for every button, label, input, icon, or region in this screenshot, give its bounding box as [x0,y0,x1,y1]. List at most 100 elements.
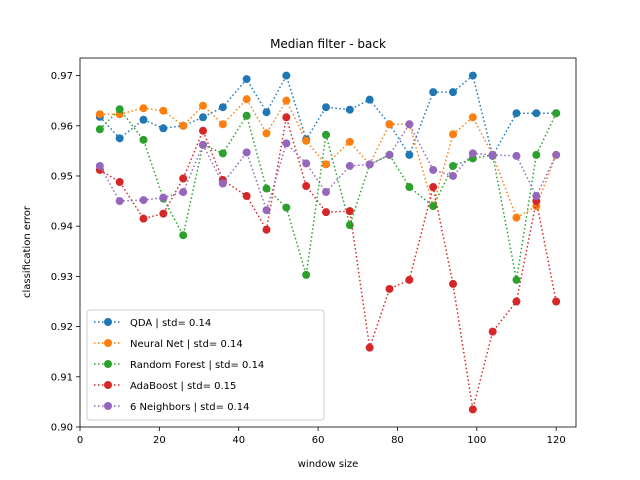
data-point-s3-15 [405,275,414,284]
x-tick-label-4: 80 [391,435,404,446]
data-point-s3-8 [262,225,271,234]
y-tick-label-5: 0.95 [51,171,73,182]
y-tick-label-3: 0.93 [51,272,73,283]
data-point-s4-1 [115,197,124,206]
data-point-s3-20 [512,297,521,306]
data-point-s3-16 [429,183,438,192]
data-point-s3-13 [365,343,374,352]
data-point-s0-17 [448,88,457,97]
series-line-3 [99,117,557,410]
data-point-s3-7 [242,192,251,201]
data-point-s0-5 [199,113,208,122]
data-point-s4-8 [262,206,271,215]
data-point-s0-16 [429,88,438,97]
legend-marker-0 [104,318,112,326]
data-point-s4-21 [532,192,541,201]
legend-marker-4 [104,402,112,410]
data-point-s2-16 [429,202,438,211]
data-point-s4-14 [385,150,394,159]
data-point-s1-5 [199,101,208,110]
chart-title: Median filter - back [270,37,386,51]
data-point-s4-2 [139,196,148,205]
data-point-s2-7 [242,111,251,120]
data-point-s1-10 [302,136,311,145]
data-point-s4-22 [552,150,561,159]
data-point-s2-6 [218,149,227,158]
data-point-s4-7 [242,148,251,157]
series-line-2 [99,108,557,281]
data-point-s1-3 [159,106,168,115]
data-point-s3-5 [199,126,208,135]
data-point-s0-7 [242,75,251,84]
legend-label-0: QDA | std= 0.14 [130,318,211,329]
data-point-s1-17 [448,130,457,139]
data-point-s3-4 [179,174,188,183]
data-point-s3-19 [488,327,497,336]
data-point-s0-15 [405,150,414,159]
y-tick-label-1: 0.91 [51,372,73,383]
data-point-s1-2 [139,104,148,113]
data-point-s1-12 [345,137,354,146]
data-point-s1-8 [262,129,271,138]
legend: QDA | std= 0.14 Neural Net | std= 0.14 Ran… [86,309,325,421]
data-point-s1-7 [242,95,251,104]
data-point-s4-3 [159,193,168,202]
data-point-s3-14 [385,284,394,293]
data-point-s2-0 [95,125,104,134]
data-point-s3-18 [468,405,477,414]
y-tick-label-2: 0.92 [51,322,73,333]
data-point-s2-11 [322,130,331,139]
data-point-s2-1 [115,105,124,114]
y-tick-label-6: 0.96 [51,121,73,132]
x-tick-label-1: 20 [153,435,166,446]
data-point-s2-8 [262,184,271,193]
data-point-s4-19 [488,150,497,159]
data-point-s2-9 [282,203,291,212]
data-point-s2-4 [179,231,188,240]
data-point-s1-4 [179,121,188,130]
data-point-s3-22 [552,297,561,306]
data-point-s4-20 [512,151,521,160]
data-point-s0-1 [115,134,124,143]
data-point-s4-0 [95,161,104,170]
legend-label-3: AdaBoost | std= 0.15 [130,381,236,392]
data-point-s4-16 [429,165,438,174]
data-point-s1-9 [282,96,291,105]
data-point-s2-21 [532,150,541,159]
data-point-s0-12 [345,105,354,114]
x-tick-label-3: 60 [312,435,325,446]
data-point-s1-11 [322,160,331,169]
data-point-s2-10 [302,270,311,279]
axes-frame [79,57,577,428]
data-point-s2-20 [512,275,521,284]
legend-box [86,309,325,421]
data-point-s0-2 [139,115,148,124]
data-point-s0-11 [322,103,331,112]
x-tick-label-2: 40 [232,435,245,446]
data-point-s0-13 [365,95,374,104]
data-point-s4-6 [218,179,227,188]
legend-marker-3 [104,381,112,389]
data-point-s4-17 [448,171,457,180]
data-point-s4-18 [468,149,477,158]
data-point-s1-14 [385,120,394,129]
x-axis-label: window size [298,459,359,470]
legend-label-2: Random Forest | std= 0.14 [130,360,264,371]
data-point-s0-3 [159,124,168,133]
data-point-s4-12 [345,161,354,170]
x-tick-label-0: 0 [77,435,83,446]
data-point-s2-22 [552,109,561,118]
x-tick-label-5: 100 [467,435,486,446]
data-point-s0-6 [218,103,227,112]
data-point-s4-15 [405,120,414,129]
x-tick-label-6: 120 [547,435,566,446]
series-line-0 [99,73,557,158]
data-point-s2-15 [405,183,414,192]
data-point-s4-4 [179,188,188,197]
data-point-s2-17 [448,161,457,170]
data-point-s1-20 [512,213,521,222]
data-point-s3-3 [159,209,168,218]
data-point-s1-6 [218,120,227,129]
data-point-s4-11 [322,188,331,197]
data-point-s3-10 [302,182,311,191]
